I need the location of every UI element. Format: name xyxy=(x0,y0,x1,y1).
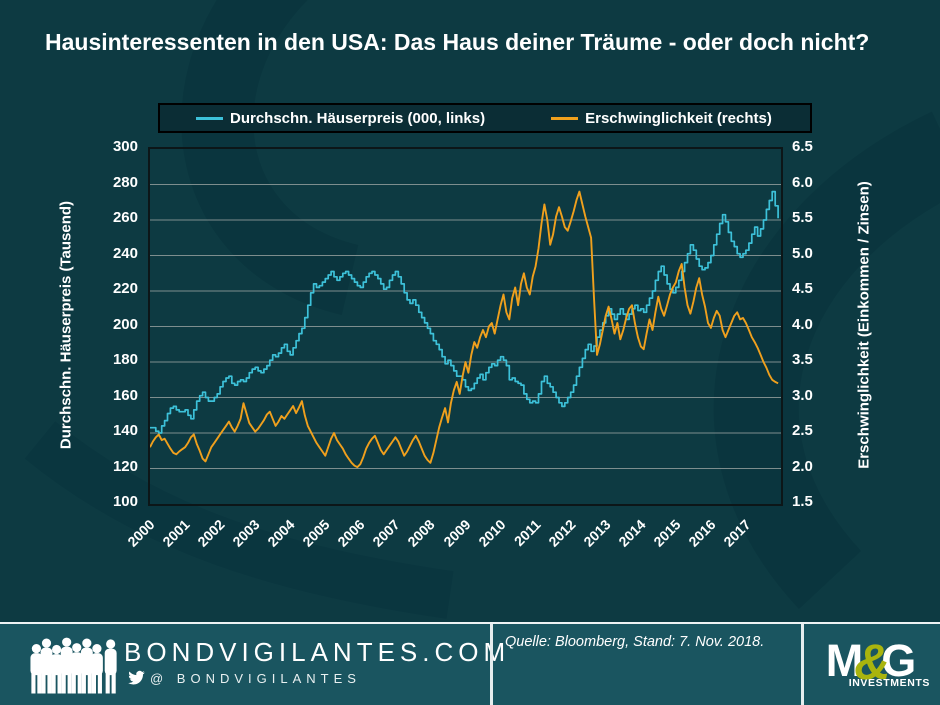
person-silhouette xyxy=(30,644,43,694)
right-axis-title: Erschwinglichkeit (Einkommen / Zinsen) xyxy=(855,181,873,469)
tick-label: 2.0 xyxy=(792,457,813,475)
person-silhouette xyxy=(90,644,103,694)
twitter-row: @ BONDVIGILANTES xyxy=(127,669,361,687)
tick-label: 160 xyxy=(112,386,138,404)
legend-item-affordability: Erschwinglichkeit (rechts) xyxy=(551,110,772,127)
footer-bar: BONDVIGILANTES.COM @ BONDVIGILANTES Quel… xyxy=(0,622,940,705)
affordability-line xyxy=(150,190,779,469)
tick-label: 100 xyxy=(112,493,138,510)
tick-label: 240 xyxy=(112,244,138,262)
price-line-swatch-icon xyxy=(196,116,223,120)
tick-label: 6.5 xyxy=(792,138,813,155)
tick-label: 140 xyxy=(112,422,138,439)
tick-label: 200 xyxy=(112,315,138,333)
legend-label-price: Durchschn. Häuserpreis (000, links) xyxy=(230,109,486,127)
person-silhouette xyxy=(70,643,83,694)
source-note: Quelle: Bloomberg, Stand: 7. Nov. 2018. xyxy=(505,634,765,650)
crowd-icon xyxy=(30,637,117,694)
person-silhouette xyxy=(40,638,53,694)
twitter-handle: @ BONDVIGILANTES xyxy=(150,670,361,686)
chart-legend: Durchschn. Häuserpreis (000, links) Ersc… xyxy=(158,103,812,133)
tick-label: 260 xyxy=(112,209,138,226)
left-axis-title: Durchschn. Häuserpreis (Tausend) xyxy=(57,200,75,450)
price-line xyxy=(150,190,779,434)
tick-label: 3.5 xyxy=(792,351,813,368)
tick-label: 280 xyxy=(112,173,138,191)
footer-divider xyxy=(801,624,804,705)
tick-label: 120 xyxy=(112,457,138,475)
legend-item-price: Durchschn. Häuserpreis (000, links) xyxy=(196,110,485,127)
mg-ampersand: & xyxy=(854,634,891,690)
tick-label: 180 xyxy=(112,351,138,368)
twitter-bird-icon xyxy=(128,670,145,685)
person-silhouette xyxy=(80,638,93,694)
legend-label-affordability: Erschwinglichkeit (rechts) xyxy=(585,109,772,127)
tick-label: 220 xyxy=(112,280,138,297)
tick-label: 300 xyxy=(112,138,138,155)
tick-label: 3.0 xyxy=(792,386,813,404)
person-silhouette xyxy=(60,637,73,694)
tick-label: 5.0 xyxy=(792,244,813,262)
tick-label: 2.5 xyxy=(792,422,813,439)
site-name: BONDVIGILANTES.COM xyxy=(124,637,511,667)
tick-label: 5.5 xyxy=(792,209,813,226)
tick-label: 1.5 xyxy=(792,493,813,510)
person-silhouette xyxy=(50,644,63,694)
line-chart xyxy=(150,184,781,469)
plot-area xyxy=(148,147,783,506)
footer-divider xyxy=(490,624,493,705)
mg-investments-logo: M&G INVESTMENTS xyxy=(806,634,936,689)
mg-investments-label: INVESTMENTS xyxy=(848,677,930,689)
person-silhouette xyxy=(104,639,117,694)
tick-label: 4.0 xyxy=(792,315,813,333)
page-title: Hausinteressenten in den USA: Das Haus d… xyxy=(45,29,870,55)
tick-label: 6.0 xyxy=(792,173,813,191)
affordability-line-swatch-icon xyxy=(551,116,579,120)
tick-label: 4.5 xyxy=(792,280,813,297)
mg-logo-text: M&G xyxy=(825,634,917,690)
